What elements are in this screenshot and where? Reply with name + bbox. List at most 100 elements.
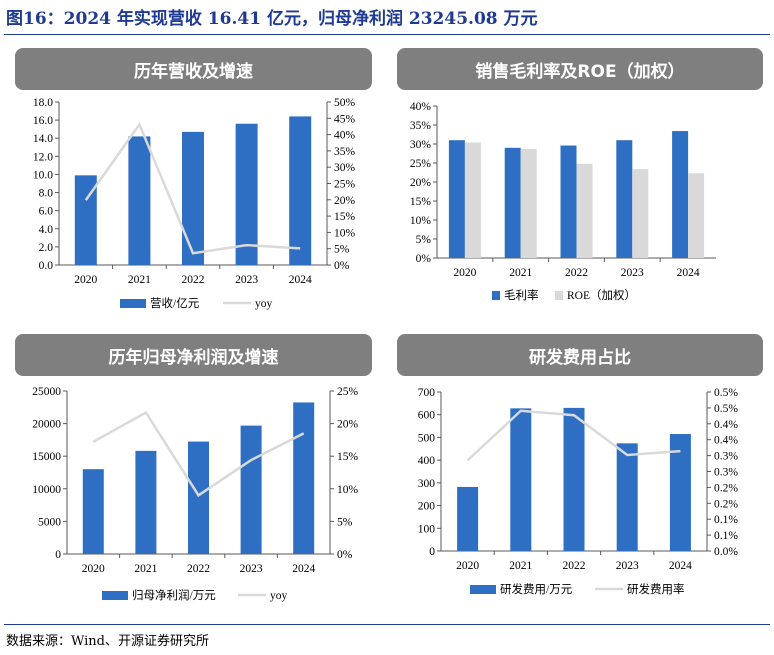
legend-label: yoy — [270, 590, 288, 602]
x-tick-label: 2024 — [289, 274, 312, 286]
legend-swatch — [555, 291, 563, 300]
y2-tick-label: 10% — [337, 484, 359, 496]
y-tick-label: 300 — [418, 478, 436, 490]
y-tick-label: 16.0 — [33, 115, 53, 127]
bar--2020 — [457, 486, 479, 551]
x-tick-label: 2022 — [187, 563, 210, 575]
y-tick-label: 500 — [418, 432, 436, 444]
y-tick-label: 10.0 — [33, 169, 53, 181]
x-tick-label: 2023 — [616, 560, 639, 572]
bar--2020 — [82, 469, 104, 554]
y2-tick-label: 0.2% — [714, 482, 738, 494]
bar--2024 — [672, 131, 689, 258]
y2-tick-label: 0.4% — [714, 419, 738, 431]
y2-tick-label: 40% — [334, 130, 356, 142]
x-tick-label: 2020 — [82, 563, 105, 575]
y2-tick-label: 10% — [334, 227, 356, 239]
legend-label: 营收/亿元 — [150, 296, 200, 310]
bar--2021 — [135, 450, 157, 554]
y2-tick-label: 50% — [334, 97, 356, 109]
y2-tick-label: 0.5% — [714, 403, 738, 415]
y2-tick-label: 25% — [334, 179, 356, 191]
bar--2024 — [669, 434, 691, 551]
y-tick-label: 20000 — [32, 419, 61, 431]
x-tick-label: 2021 — [509, 267, 532, 279]
y-tick-label: 600 — [418, 410, 436, 422]
bar-ROE-2020 — [464, 142, 481, 258]
x-tick-label: 2022 — [563, 560, 586, 572]
y-tick-label: 14.0 — [33, 133, 53, 145]
bar--2021 — [504, 147, 521, 258]
y-tick-label: 0 — [429, 546, 435, 558]
bar--2024 — [293, 402, 315, 554]
title-rule — [4, 34, 770, 35]
legend-swatch — [492, 291, 500, 300]
y2-tick-label: 30% — [334, 162, 356, 174]
y-tick-label: 15000 — [32, 451, 61, 463]
x-tick-label: 2020 — [453, 267, 476, 279]
x-tick-label: 2020 — [74, 274, 97, 286]
y-tick-label: 0% — [416, 253, 432, 265]
y2-tick-label: 0.1% — [714, 514, 738, 526]
y2-tick-label: 0.3% — [714, 451, 738, 463]
x-tick-label: 2023 — [235, 274, 258, 286]
y2-tick-label: 0.3% — [714, 467, 738, 479]
y2-tick-label: 0.2% — [714, 498, 738, 510]
bar--2022 — [563, 407, 585, 551]
y2-tick-label: 20% — [337, 419, 359, 431]
y-tick-label: 200 — [418, 501, 436, 513]
x-tick-label: 2022 — [565, 267, 588, 279]
y-tick-label: 18.0 — [33, 97, 53, 109]
legend-label: 研发费用/万元 — [500, 582, 573, 596]
figure-title: 图16：2024 年实现营收 16.41 亿元，归母净利润 23245.08 万… — [6, 9, 538, 29]
y-tick-label: 4.0 — [39, 224, 54, 236]
y-tick-label: 25% — [410, 158, 432, 170]
y2-tick-label: 15% — [337, 451, 359, 463]
bar-ROE-2024 — [688, 173, 705, 258]
bar--2023 — [235, 123, 258, 265]
x-tick-label: 2023 — [621, 267, 644, 279]
bar--2023 — [616, 140, 633, 258]
bar-ROE-2021 — [520, 148, 537, 258]
bar--2022 — [188, 441, 209, 554]
y-tick-label: 15% — [410, 196, 432, 208]
legend-label: 研发费用率 — [627, 582, 685, 596]
bar--2020 — [448, 140, 465, 258]
legend-label: yoy — [255, 298, 273, 310]
bar--2022 — [560, 145, 577, 258]
x-tick-label: 2024 — [669, 560, 692, 572]
y-tick-label: 5% — [416, 234, 432, 246]
bar--2024 — [289, 116, 312, 265]
y-tick-label: 25000 — [32, 386, 61, 398]
y-tick-label: 6.0 — [39, 206, 54, 218]
source-rule — [4, 624, 770, 625]
panel-title-net-profit: 历年归母净利润及增速 — [15, 334, 372, 376]
y-tick-label: 10% — [410, 215, 432, 227]
x-tick-label: 2021 — [128, 274, 151, 286]
bar-ROE-2022 — [576, 163, 593, 258]
y2-tick-label: 35% — [334, 146, 356, 158]
y-tick-label: 0.0 — [39, 260, 54, 272]
y-tick-label: 20% — [410, 177, 432, 189]
legend-swatch — [102, 591, 128, 600]
y-tick-label: 100 — [418, 523, 436, 535]
bar--2021 — [510, 408, 532, 551]
legend-label: ROE（加权） — [567, 289, 636, 302]
y-tick-label: 10000 — [32, 484, 61, 496]
y2-tick-label: 15% — [334, 211, 356, 223]
y-tick-label: 2.0 — [39, 242, 54, 254]
y-tick-label: 8.0 — [39, 188, 54, 200]
y2-tick-label: 0.1% — [714, 530, 738, 542]
y2-tick-label: 5% — [334, 244, 350, 256]
x-tick-label: 2021 — [509, 560, 532, 572]
y-tick-label: 0 — [55, 549, 61, 561]
y-tick-label: 700 — [418, 387, 436, 399]
y-tick-label: 5000 — [38, 516, 61, 528]
bar--2020 — [74, 175, 97, 265]
legend-label: 归母净利润/万元 — [132, 588, 216, 602]
y2-tick-label: 45% — [334, 113, 356, 125]
panel-title-rd: 研发费用占比 — [397, 334, 763, 376]
x-tick-label: 2024 — [677, 267, 700, 279]
legend-label: 毛利率 — [504, 288, 539, 302]
